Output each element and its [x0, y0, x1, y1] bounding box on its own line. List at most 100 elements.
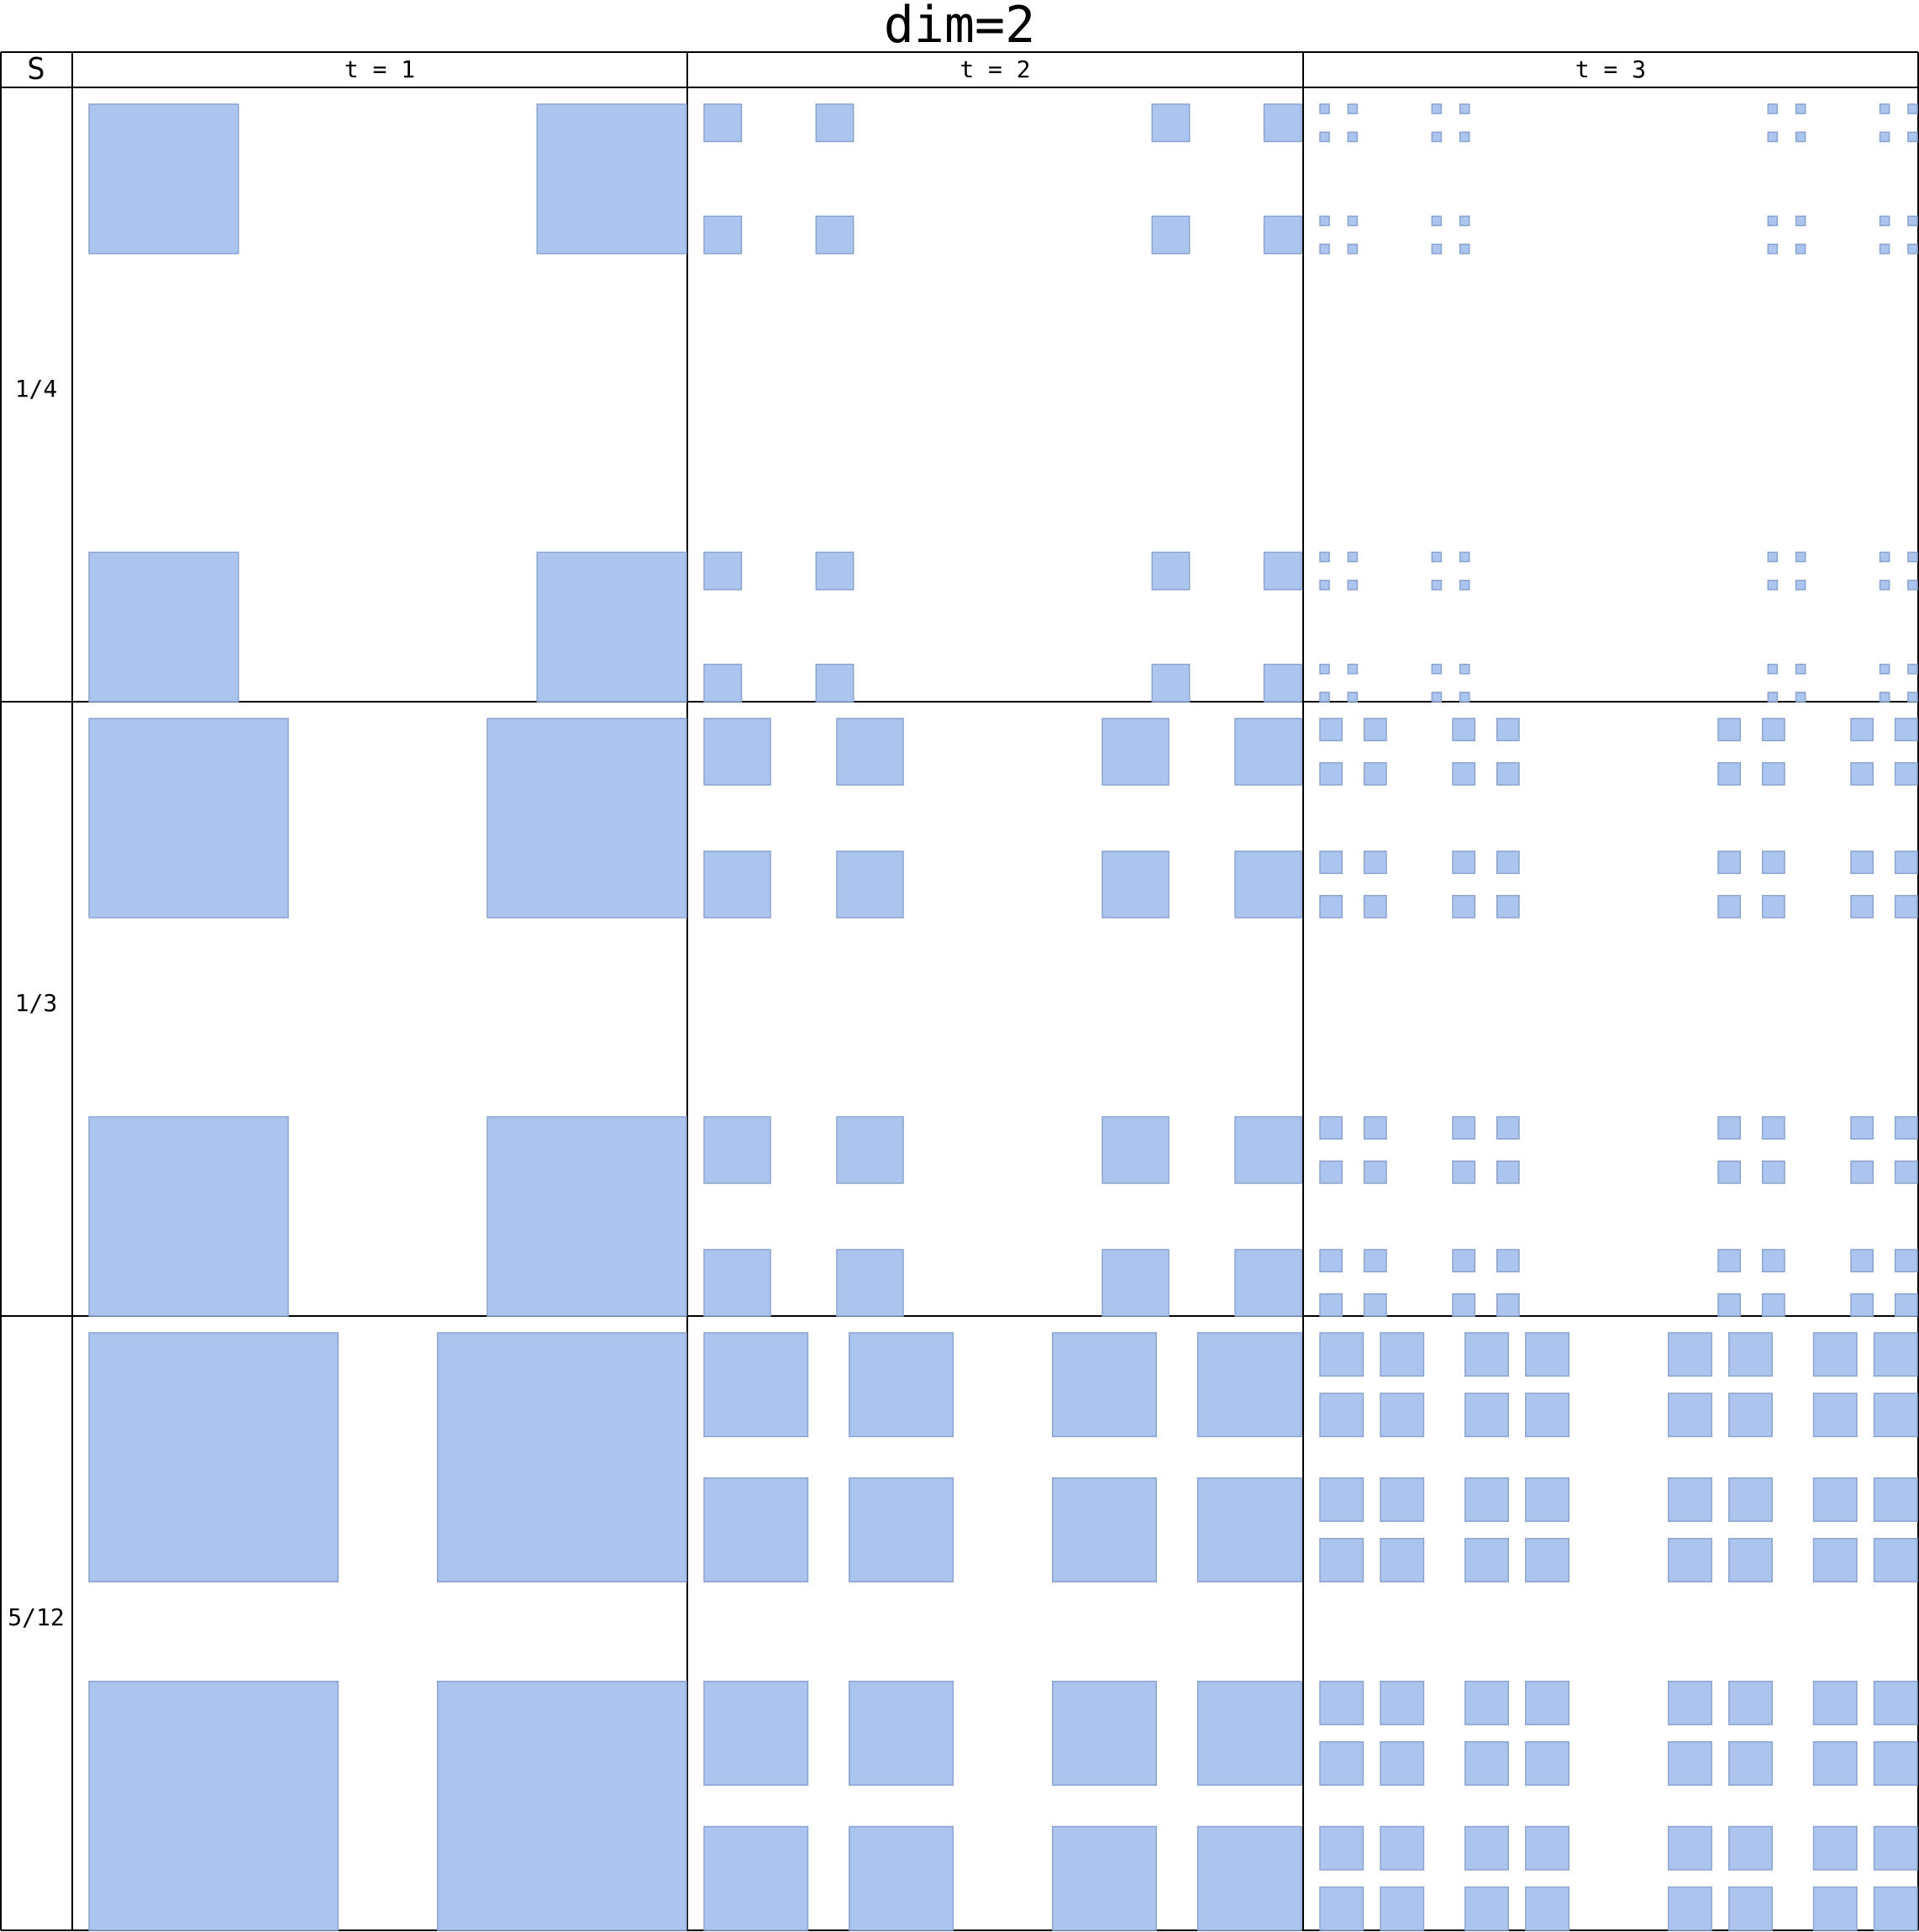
square-r0-t2-0-0 — [703, 103, 743, 143]
square-r0-t3-4-2 — [1431, 551, 1443, 563]
column-header-t2: t = 2 — [960, 55, 1031, 83]
square-r0-t2-0-1 — [815, 103, 854, 143]
row-label-s-1-4: 1/4 — [14, 375, 58, 403]
square-r2-t3-6-2 — [1464, 1825, 1509, 1871]
square-r0-t3-3-2 — [1431, 243, 1443, 255]
square-r2-t2-2-2 — [1052, 1681, 1157, 1786]
square-r1-t3-2-4 — [1717, 850, 1742, 875]
square-r1-t3-0-3 — [1496, 718, 1520, 742]
square-r2-t3-7-0 — [1319, 1886, 1364, 1931]
square-r0-t3-7-3 — [1459, 692, 1470, 703]
square-r2-t2-3-0 — [703, 1825, 809, 1931]
square-r0-t3-7-2 — [1431, 692, 1443, 703]
square-r1-t3-2-5 — [1761, 850, 1785, 875]
square-r0-t3-7-4 — [1767, 692, 1779, 703]
square-r0-t2-0-3 — [1263, 103, 1302, 143]
square-r1-t3-3-3 — [1496, 894, 1520, 919]
square-r1-t3-7-7 — [1894, 1292, 1918, 1317]
square-r2-t2-0-3 — [1196, 1332, 1302, 1438]
square-r2-t3-1-6 — [1812, 1392, 1858, 1438]
square-r1-t3-2-3 — [1496, 850, 1520, 875]
square-r1-t2-1-2 — [1101, 850, 1170, 919]
square-r1-t3-0-7 — [1894, 718, 1918, 742]
square-r2-t3-7-7 — [1873, 1886, 1918, 1931]
square-r2-t3-4-6 — [1812, 1681, 1858, 1725]
square-r0-t3-3-5 — [1795, 243, 1806, 255]
square-r0-t3-4-0 — [1319, 551, 1330, 563]
square-r2-t3-3-6 — [1812, 1538, 1858, 1582]
square-r1-t3-0-5 — [1761, 718, 1785, 742]
square-r0-t2-1-3 — [1263, 215, 1302, 255]
square-r1-t2-2-2 — [1101, 1116, 1170, 1184]
square-r1-t3-5-0 — [1319, 1160, 1343, 1184]
square-r2-t2-3-1 — [849, 1825, 954, 1931]
square-r2-t3-6-1 — [1380, 1825, 1425, 1871]
square-r0-t3-3-0 — [1319, 243, 1330, 255]
square-r0-t3-1-6 — [1879, 131, 1890, 143]
square-r2-t1-0-0 — [88, 1332, 339, 1582]
square-r1-t3-2-7 — [1894, 850, 1918, 875]
column-header-t3: t = 3 — [1575, 55, 1647, 83]
square-r2-t3-1-4 — [1668, 1392, 1712, 1438]
square-r0-t3-2-7 — [1907, 215, 1918, 227]
square-r0-t1-0-0 — [88, 103, 239, 255]
square-r0-t3-4-4 — [1767, 551, 1779, 563]
square-r2-t3-1-0 — [1319, 1392, 1364, 1438]
square-r0-t3-6-0 — [1319, 663, 1330, 675]
square-r1-t3-7-5 — [1761, 1292, 1785, 1317]
square-r0-t1-0-1 — [536, 103, 687, 255]
square-r1-t3-5-2 — [1452, 1160, 1476, 1184]
square-r0-t2-2-2 — [1151, 551, 1191, 591]
square-r2-t3-1-3 — [1525, 1392, 1569, 1438]
square-r2-t3-7-6 — [1812, 1886, 1858, 1931]
square-r0-t3-1-4 — [1767, 131, 1779, 143]
square-r0-t3-0-0 — [1319, 103, 1330, 114]
square-r0-t3-2-2 — [1431, 215, 1443, 227]
square-r2-t3-5-7 — [1873, 1741, 1918, 1786]
square-r1-t3-4-4 — [1717, 1116, 1742, 1140]
square-r1-t1-1-0 — [88, 1116, 289, 1317]
square-r0-t3-4-6 — [1879, 551, 1890, 563]
square-r2-t3-1-7 — [1873, 1392, 1918, 1438]
square-r1-t2-3-0 — [703, 1249, 771, 1317]
square-r1-t3-2-1 — [1363, 850, 1387, 875]
square-r0-t3-1-0 — [1319, 131, 1330, 143]
cantor-squares — [88, 103, 1918, 1931]
square-r0-t3-6-4 — [1767, 663, 1779, 675]
square-r0-t2-0-2 — [1151, 103, 1191, 143]
square-r2-t3-2-4 — [1668, 1477, 1712, 1522]
square-r1-t2-3-2 — [1101, 1249, 1170, 1317]
square-r2-t3-1-1 — [1380, 1392, 1425, 1438]
square-r2-t3-5-3 — [1525, 1741, 1569, 1786]
square-r0-t3-5-2 — [1431, 579, 1443, 591]
square-r2-t3-3-0 — [1319, 1538, 1364, 1582]
square-r2-t3-6-5 — [1728, 1825, 1773, 1871]
square-r1-t2-0-2 — [1101, 718, 1170, 786]
square-r2-t3-0-6 — [1812, 1332, 1858, 1377]
square-r2-t3-3-2 — [1464, 1538, 1509, 1582]
square-r1-t3-2-0 — [1319, 850, 1343, 875]
square-r0-t3-2-5 — [1795, 215, 1806, 227]
square-r0-t3-2-4 — [1767, 215, 1779, 227]
square-r2-t3-1-5 — [1728, 1392, 1773, 1438]
square-r2-t3-7-4 — [1668, 1886, 1712, 1931]
square-r2-t3-5-0 — [1319, 1741, 1364, 1786]
square-r1-t2-1-1 — [836, 850, 904, 919]
square-r0-t3-6-6 — [1879, 663, 1890, 675]
square-r1-t3-6-2 — [1452, 1249, 1476, 1273]
square-r0-t3-5-5 — [1795, 579, 1806, 591]
square-r1-t3-6-5 — [1761, 1249, 1785, 1273]
square-r0-t2-1-2 — [1151, 215, 1191, 255]
square-r0-t3-5-4 — [1767, 579, 1779, 591]
square-r0-t3-2-6 — [1879, 215, 1890, 227]
square-r2-t3-2-6 — [1812, 1477, 1858, 1522]
square-r0-t3-2-0 — [1319, 215, 1330, 227]
square-r1-t3-3-1 — [1363, 894, 1387, 919]
square-r0-t2-2-1 — [815, 551, 854, 591]
square-r2-t2-2-3 — [1196, 1681, 1302, 1786]
square-r0-t3-7-0 — [1319, 692, 1330, 703]
square-r0-t2-3-0 — [703, 663, 743, 703]
square-r0-t3-4-7 — [1907, 551, 1918, 563]
square-r2-t3-6-4 — [1668, 1825, 1712, 1871]
square-r2-t3-0-2 — [1464, 1332, 1509, 1377]
